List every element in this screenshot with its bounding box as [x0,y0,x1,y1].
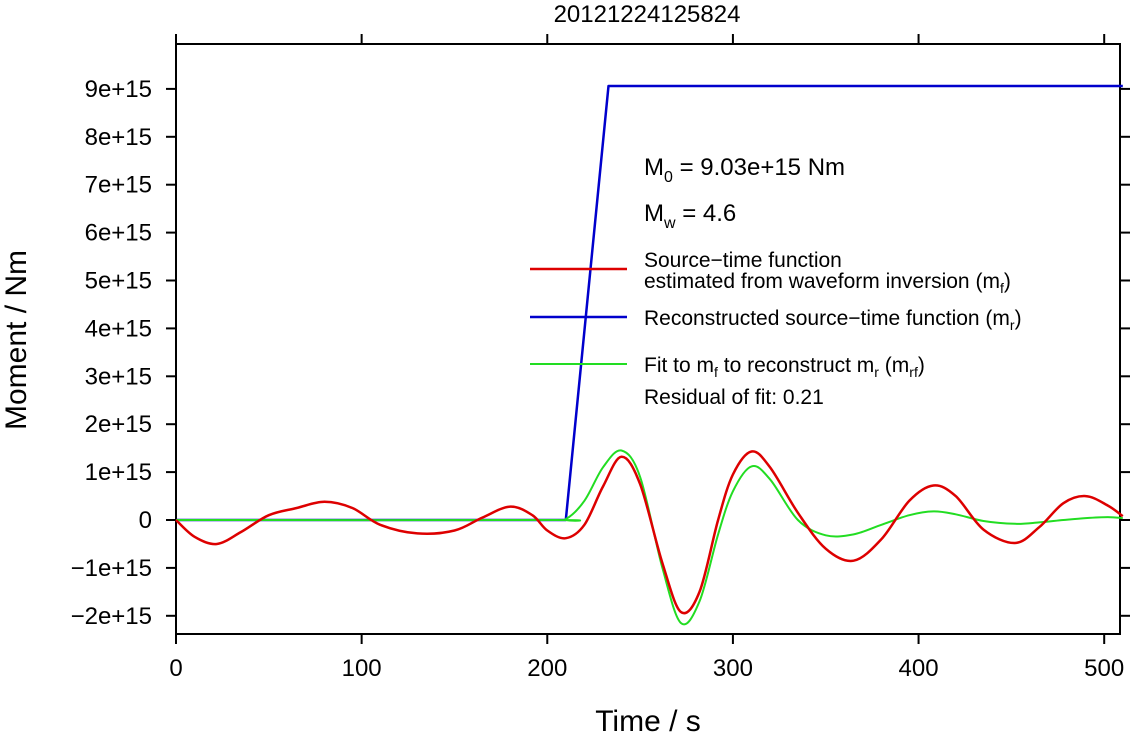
y-axis: −2e+15 −1e+15 0 1e+15 2e+15 3e+15 4e+15 5e+15 6e… [71,76,1130,630]
y-tick-label: −2e+15 [71,603,152,630]
residual-label: Residual of fit: 0.21 [644,386,824,409]
series-line-mrf [175,449,1123,626]
legend-label-mf-line2: estimated from waveform inversion (mf) [644,270,1011,296]
y-tick-label: 3e+15 [85,363,152,390]
x-tick-label: 100 [342,655,382,682]
x-tick-label: 0 [169,655,182,682]
chart-title: 20121224125824 [554,1,741,28]
y-tick-label: 0 [139,507,152,534]
y-tick-label: −1e+15 [71,555,152,582]
y-tick-label: 6e+15 [85,220,152,247]
y-tick-label: 1e+15 [85,459,152,486]
legend-label-mf-line1: Source−time function [644,249,842,272]
x-tick-label: 400 [899,655,939,682]
x-axis: 0 100 200 300 400 500 [169,34,1124,682]
y-tick-label: 4e+15 [85,315,152,342]
y-tick-label: 7e+15 [85,172,152,199]
series-line-mf [175,450,1124,615]
series-line-mr [176,84,1123,522]
y-tick-label: 9e+15 [85,76,152,103]
series-layer [175,84,1124,626]
legend: Source−time function estimated from wave… [530,249,1022,409]
legend-label-mr: Reconstructed source−time function (mr) [644,307,1022,333]
x-tick-label: 200 [527,655,567,682]
x-axis-title: Time / s [595,705,701,734]
moment-magnitude-annotation: Mw = 4.6 [644,200,736,232]
x-tick-label: 500 [1084,655,1124,682]
y-tick-label: 5e+15 [85,268,152,295]
plot-frame [175,43,1121,635]
seismic-moment-annotation: M0 = 9.03e+15 Nm [644,154,845,186]
y-axis-title: Moment / Nm [0,250,33,430]
y-tick-label: 8e+15 [85,124,152,151]
y-tick-label: 2e+15 [85,411,152,438]
x-tick-label: 300 [713,655,753,682]
legend-label-mrf: Fit to mf to reconstruct mr (mrf) [644,354,925,380]
